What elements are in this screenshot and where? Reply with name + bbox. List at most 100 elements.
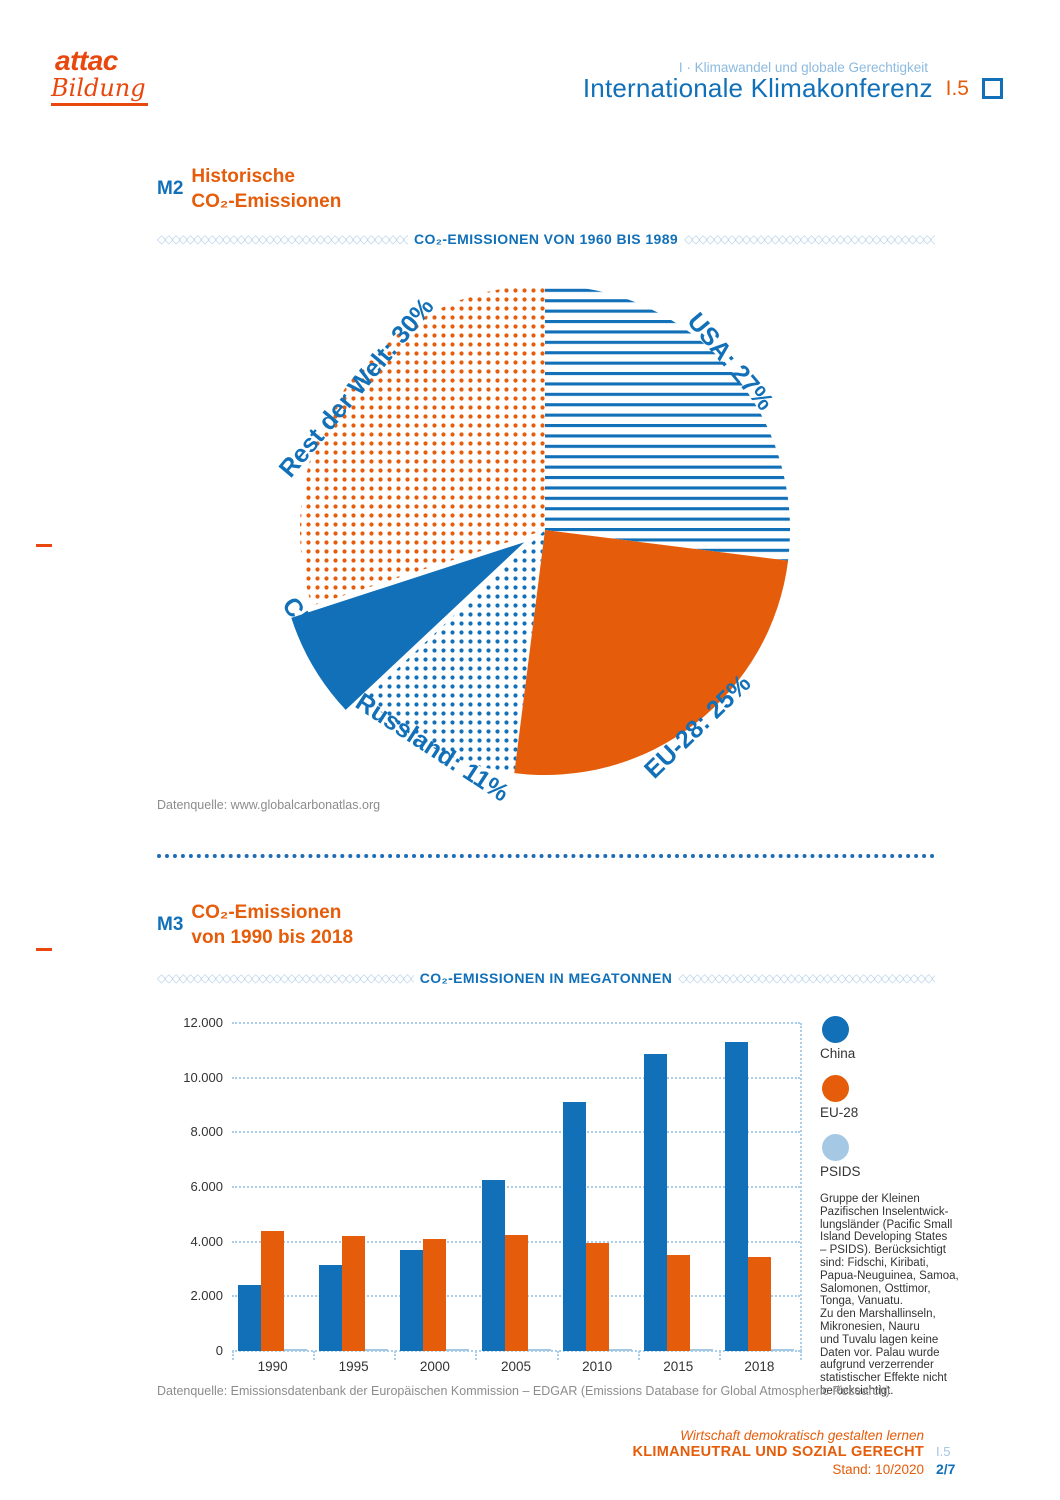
fold-mark-bottom bbox=[36, 948, 52, 951]
bar-psids-1995 bbox=[365, 1348, 389, 1351]
y-tick-label: 10.000 bbox=[183, 1069, 223, 1085]
bar-eu-28-2000 bbox=[423, 1238, 447, 1351]
x-tick-label-2018: 2018 bbox=[744, 1359, 775, 1374]
bar-psids-2005 bbox=[527, 1348, 551, 1351]
y-tick-label: 6.000 bbox=[190, 1179, 223, 1194]
section-m3-heading: M3 CO₂-Emissionen von 1990 bis 2018 bbox=[157, 900, 353, 950]
y-tick-label: 12.000 bbox=[183, 1015, 223, 1030]
pie-chart-svg bbox=[291, 285, 791, 776]
pie-slice-eu-28 bbox=[514, 530, 789, 776]
legend-dot-psids bbox=[822, 1134, 849, 1161]
y-tick-label: 2.000 bbox=[190, 1288, 223, 1304]
x-tick-label-1995: 1995 bbox=[338, 1359, 369, 1374]
bar-china-2005 bbox=[481, 1180, 505, 1351]
x-axis-tick bbox=[313, 1351, 316, 1360]
x-axis-tick bbox=[637, 1351, 640, 1360]
gridline-8.000 bbox=[232, 1131, 800, 1134]
diamond-chain-right: ◇◇◇◇◇◇◇◇◇◇◇◇◇◇◇◇◇◇◇◇◇◇◇◇◇◇◇◇◇◇◇◇◇◇◇◇◇◇◇◇… bbox=[684, 233, 936, 245]
legend-dot-china bbox=[822, 1016, 849, 1043]
m3-title-line2: von 1990 bis 2018 bbox=[191, 927, 354, 948]
footer-module-code: I.5 bbox=[936, 1444, 951, 1459]
dotted-divider bbox=[157, 854, 935, 858]
legend-label-psids: PSIDS bbox=[820, 1164, 861, 1179]
legend-dot-eu28 bbox=[822, 1075, 849, 1102]
x-axis-tick bbox=[232, 1351, 234, 1360]
module-code: I.5 bbox=[945, 76, 969, 100]
m2-title: Historische CO₂-Emissionen bbox=[191, 164, 341, 214]
pie-chart-title-bar: ◇◇◇◇◇◇◇◇◇◇◇◇◇◇◇◇◇◇◇◇◇◇◇◇◇◇◇◇◇◇◇◇◇◇◇◇◇◇◇◇… bbox=[157, 231, 935, 247]
bar-psids-2000 bbox=[446, 1348, 470, 1351]
footer-date: Stand: 10/2020 bbox=[832, 1462, 924, 1477]
y-tick-label: 4.000 bbox=[190, 1233, 223, 1249]
diamond-chain-right: ◇◇◇◇◇◇◇◇◇◇◇◇◇◇◇◇◇◇◇◇◇◇◇◇◇◇◇◇◇◇◇◇◇◇◇◇◇◇◇◇… bbox=[678, 972, 935, 984]
bar-eu-28-2018 bbox=[747, 1256, 771, 1351]
page-footer: Wirtschaft demokratisch gestalten lernen… bbox=[632, 1428, 964, 1477]
bar-china-2015 bbox=[643, 1054, 667, 1351]
m2-title-line1: Historische bbox=[191, 166, 295, 187]
bar-eu-28-2015 bbox=[666, 1255, 690, 1351]
legend-label-china: China bbox=[820, 1046, 856, 1061]
bar-chart-title-bar: ◇◇◇◇◇◇◇◇◇◇◇◇◇◇◇◇◇◇◇◇◇◇◇◇◇◇◇◇◇◇◇◇◇◇◇◇◇◇◇◇… bbox=[157, 970, 935, 986]
diamond-chain-left: ◇◇◇◇◇◇◇◇◇◇◇◇◇◇◇◇◇◇◇◇◇◇◇◇◇◇◇◇◇◇◇◇◇◇◇◇◇◇◇◇… bbox=[157, 972, 414, 984]
x-axis-tick bbox=[800, 1351, 802, 1360]
bar-china-2000 bbox=[400, 1249, 424, 1351]
x-tick-label-2000: 2000 bbox=[419, 1359, 450, 1374]
gridline-12.000 bbox=[232, 1022, 800, 1024]
legend-label-eu28: EU-28 bbox=[820, 1105, 859, 1120]
pie-slice-china bbox=[291, 542, 525, 710]
x-tick-label-2005: 2005 bbox=[500, 1359, 532, 1374]
bar-chart-legend: China EU-28 PSIDS Gruppe der Kleinen Paz… bbox=[820, 1016, 1010, 1398]
footer-page-number: 2/7 bbox=[936, 1461, 956, 1477]
bar-china-2018 bbox=[724, 1042, 748, 1351]
x-tick-label-1990: 1990 bbox=[257, 1359, 288, 1374]
bar-psids-2018 bbox=[770, 1348, 794, 1351]
bar-data-source: Datenquelle: Emissionsdatenbank der Euro… bbox=[157, 1384, 890, 1398]
header-title-row: Internationale Klimakonferenz I.5 bbox=[583, 73, 1003, 104]
bar-chart: 0 2.000 4.000 6.000 8.000 10.000 12.000 1990 199… bbox=[157, 1015, 817, 1385]
bar-eu-28-2010 bbox=[585, 1243, 609, 1351]
fold-mark-top bbox=[36, 544, 52, 547]
m2-tag: M2 bbox=[157, 178, 184, 199]
gridline-6.000 bbox=[232, 1186, 800, 1188]
diamond-chain-left: ◇◇◇◇◇◇◇◇◇◇◇◇◇◇◇◇◇◇◇◇◇◇◇◇◇◇◇◇◇◇◇◇◇◇◇◇◇◇◇◇… bbox=[157, 233, 408, 245]
bar-psids-2015 bbox=[689, 1348, 713, 1351]
page-title: Internationale Klimakonferenz bbox=[582, 73, 933, 103]
x-tick-label-2010: 2010 bbox=[582, 1359, 613, 1374]
logo-bildung-text: Bildung bbox=[51, 74, 148, 106]
x-axis-tick bbox=[475, 1351, 478, 1360]
section-m2-heading: M2 Historische CO₂-Emissionen bbox=[157, 164, 341, 214]
x-axis-tick bbox=[394, 1351, 397, 1360]
logo-attac-text: attac bbox=[55, 45, 118, 76]
footer-tagline: Wirtschaft demokratisch gestalten lernen bbox=[680, 1428, 924, 1443]
y-tick-label: 8.000 bbox=[190, 1124, 223, 1140]
m3-title: CO₂-Emissionen von 1990 bis 2018 bbox=[191, 900, 353, 950]
plot-right-border bbox=[800, 1023, 802, 1351]
pie-data-source: Datenquelle: www.globalcarbonatlas.org bbox=[157, 798, 381, 812]
header-kicker: I · Klimawandel und globale Gerechtigkei… bbox=[678, 60, 928, 75]
pie-chart: USA: 27% EU-28: 25% Russland: 11% China:… bbox=[160, 268, 940, 807]
bar-psids-2010 bbox=[608, 1348, 632, 1351]
attac-bildung-logo: attac Bildung bbox=[51, 45, 148, 106]
pie-chart-title: CO₂-EMISSIONEN VON 1960 BIS 1989 bbox=[413, 231, 679, 247]
pie-slice-usa bbox=[545, 285, 791, 561]
footer-series-title: KLIMANEUTRAL UND SOZIAL GERECHT bbox=[632, 1444, 924, 1460]
bar-eu-28-2005 bbox=[504, 1234, 528, 1351]
m3-title-line1: CO₂-Emissionen bbox=[191, 902, 342, 923]
gridline-0 bbox=[232, 1350, 800, 1352]
pie-slice-rest-der-welt bbox=[300, 285, 545, 606]
bar-china-1995 bbox=[319, 1264, 343, 1351]
bar-china-1990 bbox=[238, 1285, 262, 1351]
bar-psids-1990 bbox=[284, 1348, 308, 1351]
gridline-10.000 bbox=[232, 1076, 800, 1079]
x-tick-label-2015: 2015 bbox=[663, 1359, 694, 1374]
x-axis-tick bbox=[556, 1351, 559, 1360]
psids-explanation-note: Gruppe der Kleinen Pazifischen Inselentw… bbox=[820, 1193, 959, 1397]
m3-tag: M3 bbox=[157, 914, 184, 935]
bar-china-2010 bbox=[562, 1102, 586, 1351]
bar-chart-title: CO₂-EMISSIONEN IN MEGATONNEN bbox=[419, 970, 673, 986]
bar-eu-28-1995 bbox=[342, 1236, 366, 1351]
x-axis-tick bbox=[718, 1351, 721, 1360]
m2-title-line2: CO₂-Emissionen bbox=[191, 191, 342, 212]
pie-slice-russland bbox=[366, 530, 545, 774]
